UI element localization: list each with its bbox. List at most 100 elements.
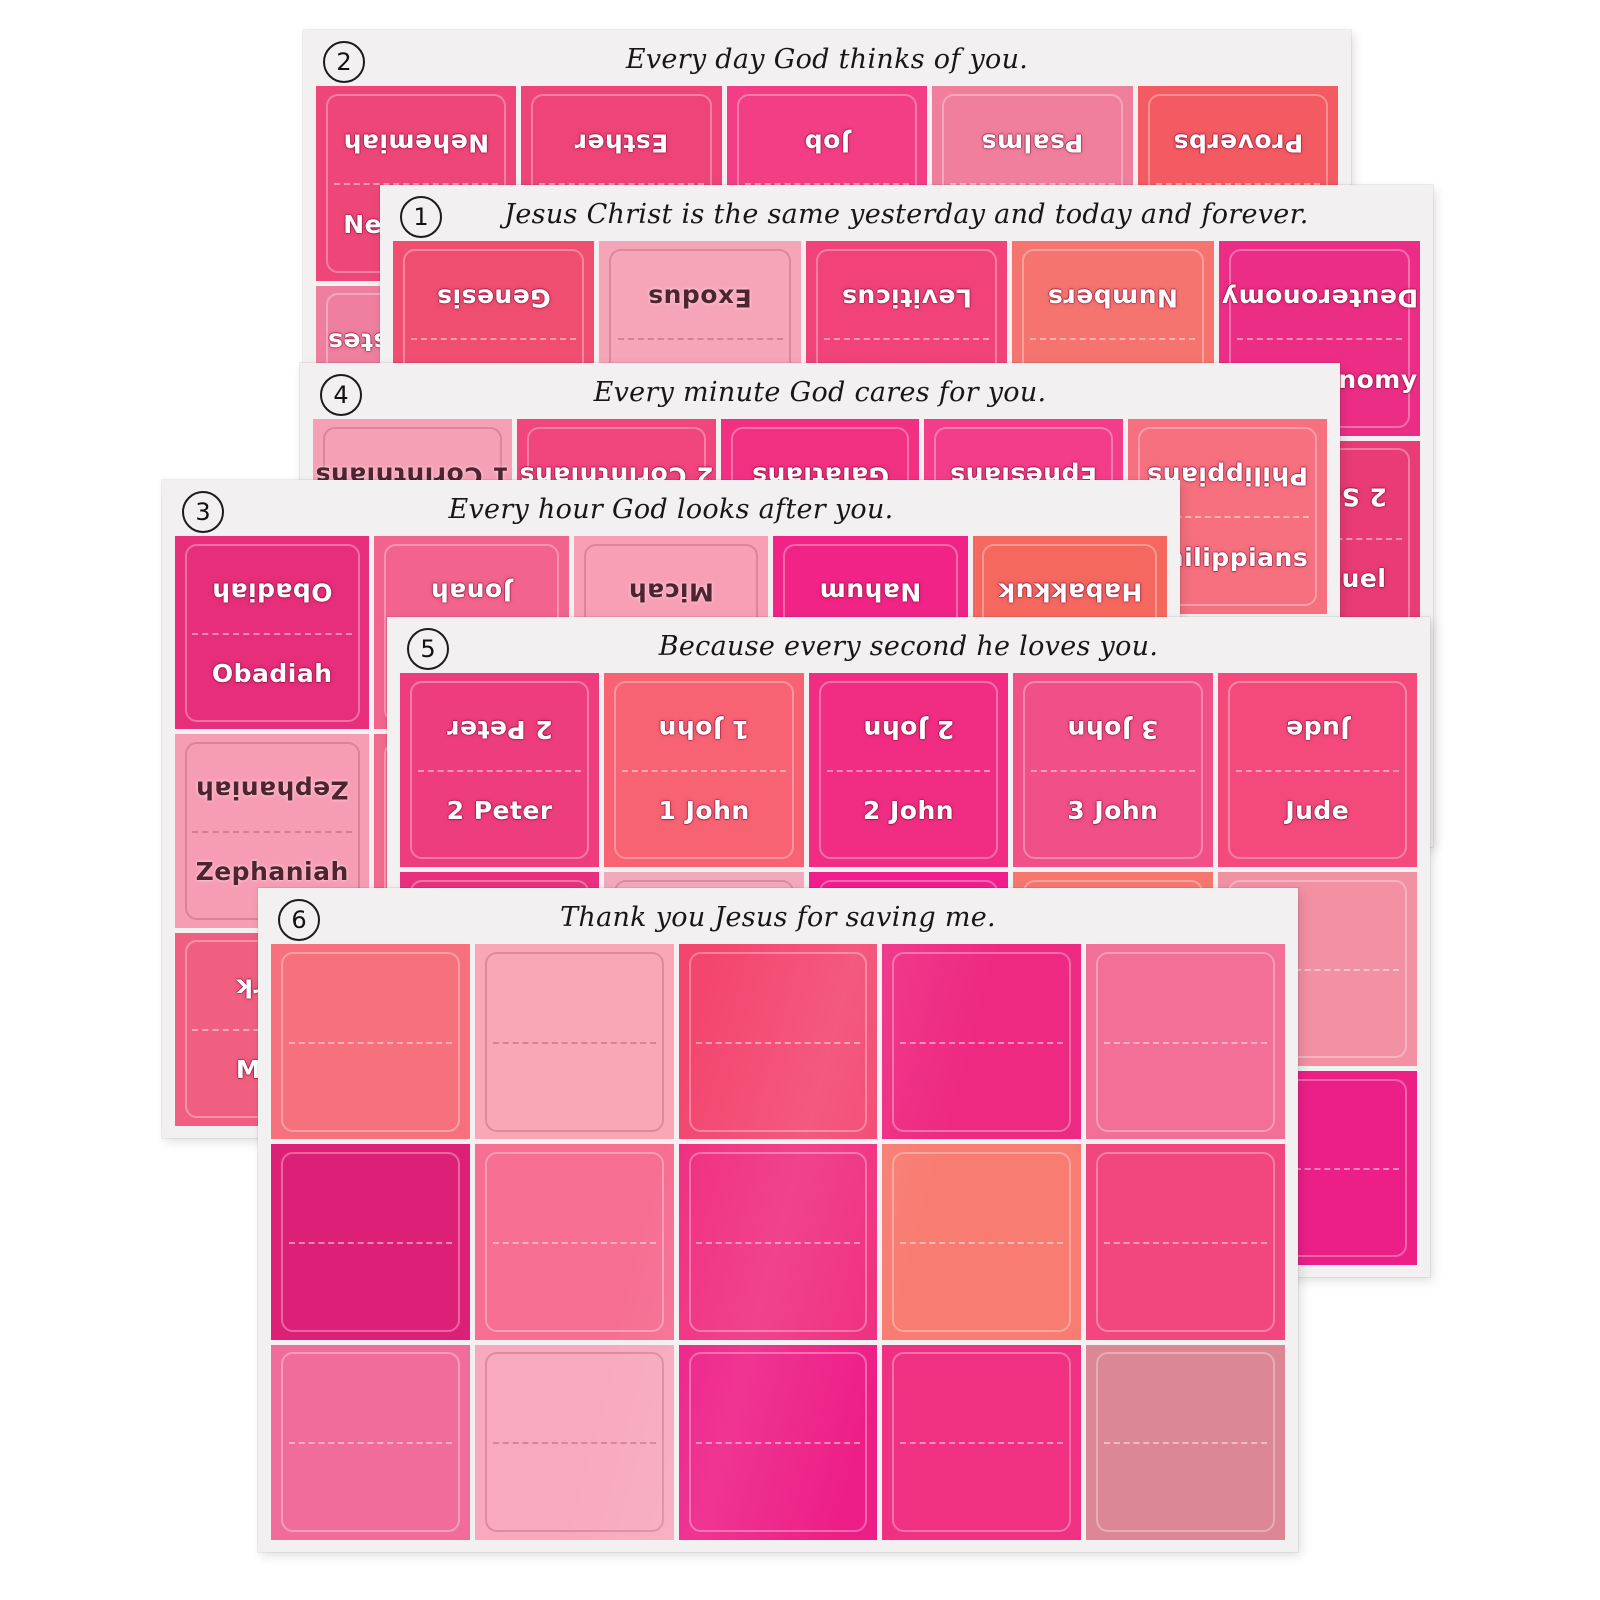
tab-fold-perforation [417, 770, 582, 772]
tab-fold-perforation [288, 1442, 452, 1445]
tab-label [475, 1034, 674, 1132]
tab-fold-perforation [288, 1041, 452, 1044]
tab-label [475, 1234, 674, 1332]
bible-tab-2-peter: 2 Peter 2 Peter [400, 673, 600, 867]
tab-label-upside-down: Leviticus [841, 282, 972, 312]
tab-fold-perforation [492, 1241, 656, 1244]
sheet-number-badge: 1 [400, 196, 442, 238]
tab-label: 3 John [1067, 796, 1159, 826]
sheet-quote: Because every second he loves you. [658, 631, 1159, 662]
tab-label-upside-down [1086, 952, 1285, 1050]
tab-fold-perforation [900, 1241, 1064, 1244]
tab-label-upside-down [882, 1152, 1081, 1250]
tab-die-cut-outline [614, 680, 794, 860]
tab-label [882, 1435, 1081, 1533]
tab-label: Obadiah [211, 658, 333, 688]
tab-label [1086, 1435, 1285, 1533]
tab-die-cut-outline [280, 1152, 460, 1332]
tab-die-cut-outline [818, 680, 999, 860]
tab-die-cut-outline [688, 1352, 868, 1533]
tab-label-upside-down [1086, 1152, 1285, 1250]
tab-die-cut-outline [484, 1352, 664, 1533]
tab-fold-perforation [1104, 1041, 1268, 1044]
sheet-header: 2 Every day God thinks of you. [315, 36, 1339, 84]
tab-die-cut-outline [892, 951, 1072, 1132]
tab-label-upside-down: Genesis [436, 282, 551, 312]
bible-tab-blank [678, 1144, 878, 1340]
tab-label-upside-down: 1 John [658, 714, 750, 744]
tab-label-upside-down: Nehemiah [343, 127, 490, 157]
tab-label-upside-down: Numbers [1047, 282, 1179, 312]
tab-fold-perforation [411, 338, 577, 341]
bible-tab-2-john: 2 John 2 John [808, 673, 1009, 867]
tab-label-upside-down [679, 1352, 878, 1450]
tab-die-cut-outline [280, 951, 460, 1132]
tab-label [679, 1034, 878, 1132]
tab-fold-perforation [617, 338, 783, 341]
tab-grid [271, 944, 1285, 1540]
tab-fold-perforation [696, 1241, 860, 1244]
tab-label: 2 John [862, 796, 955, 826]
tab-fold-perforation [1236, 338, 1402, 341]
bible-tab-blank [882, 1144, 1082, 1340]
tab-label-upside-down: Proverbs [1172, 127, 1303, 157]
tab-die-cut-outline [1096, 1352, 1276, 1533]
tab-label-upside-down [475, 1152, 674, 1250]
bible-tab-blank [271, 944, 470, 1140]
bible-tab-obadiah: Obadiah Obadiah [175, 536, 370, 730]
tab-die-cut-outline [688, 1152, 868, 1332]
sheet-header: 6 Thank you Jesus for saving me. [270, 894, 1286, 942]
sheet-number-badge: 3 [182, 491, 224, 533]
bible-tab-blank [271, 1344, 470, 1540]
bible-tab-blank [474, 944, 674, 1140]
bible-tab-blank [271, 1144, 470, 1340]
sheet-header: 1 Jesus Christ is the same yesterday and … [392, 191, 1421, 239]
tab-fold-perforation [696, 1041, 860, 1044]
tab-die-cut-outline [1023, 680, 1203, 860]
bible-tab-blank [474, 1344, 674, 1540]
tab-die-cut-outline [892, 1352, 1072, 1533]
tab-label-upside-down [882, 1352, 1081, 1450]
tab-die-cut-outline [484, 951, 664, 1132]
sheet-quote: Jesus Christ is the same yesterday and t… [504, 199, 1309, 230]
tab-die-cut-outline [280, 1352, 460, 1533]
bible-tab-blank [474, 1144, 674, 1340]
tab-label: Jude [1285, 796, 1350, 826]
tab-label-upside-down: 2 Peter [446, 714, 553, 744]
tab-label [882, 1234, 1081, 1332]
tab-fold-perforation [1104, 1241, 1268, 1244]
tab-fold-perforation [1104, 1442, 1268, 1445]
tab-label: 2 Peter [446, 796, 553, 826]
tab-die-cut-outline [892, 1152, 1072, 1332]
tab-label-upside-down [475, 952, 674, 1050]
tab-fold-perforation [900, 1041, 1064, 1044]
tab-label-upside-down [271, 952, 470, 1050]
sheet-number-badge: 2 [323, 41, 365, 83]
tab-fold-perforation [696, 1442, 860, 1445]
sheet-header: 3 Every hour God looks after you. [174, 486, 1168, 534]
bible-tab-blank [1086, 944, 1285, 1140]
tab-fold-perforation [192, 632, 352, 635]
tab-die-cut-outline [1096, 1152, 1276, 1332]
tab-label [271, 1435, 470, 1533]
sheet-quote: Every minute God cares for you. [593, 377, 1047, 408]
tab-label [271, 1234, 470, 1332]
tab-label-upside-down [882, 952, 1081, 1050]
tab-label [1086, 1034, 1285, 1132]
bible-tab-blank [678, 1344, 878, 1540]
tab-label [679, 1435, 878, 1533]
tab-fold-perforation [622, 770, 786, 772]
bible-tab-blank [882, 944, 1082, 1140]
tab-label-upside-down: Zephaniah [195, 775, 349, 805]
tab-label-upside-down [271, 1152, 470, 1250]
tab-label [882, 1034, 1081, 1132]
bible-tab-1-john: 1 John 1 John [604, 673, 804, 867]
tab-label-upside-down: Psalms [981, 127, 1084, 157]
tab-label-upside-down [271, 1352, 470, 1450]
sheet-header: 4 Every minute God cares for you. [312, 369, 1328, 417]
tab-label: 1 John [658, 796, 750, 826]
tab-fold-perforation [1030, 338, 1196, 341]
tab-sheet-6: 6 Thank you Jesus for saving me. [258, 888, 1298, 1552]
sheet-number-badge: 4 [320, 374, 362, 416]
